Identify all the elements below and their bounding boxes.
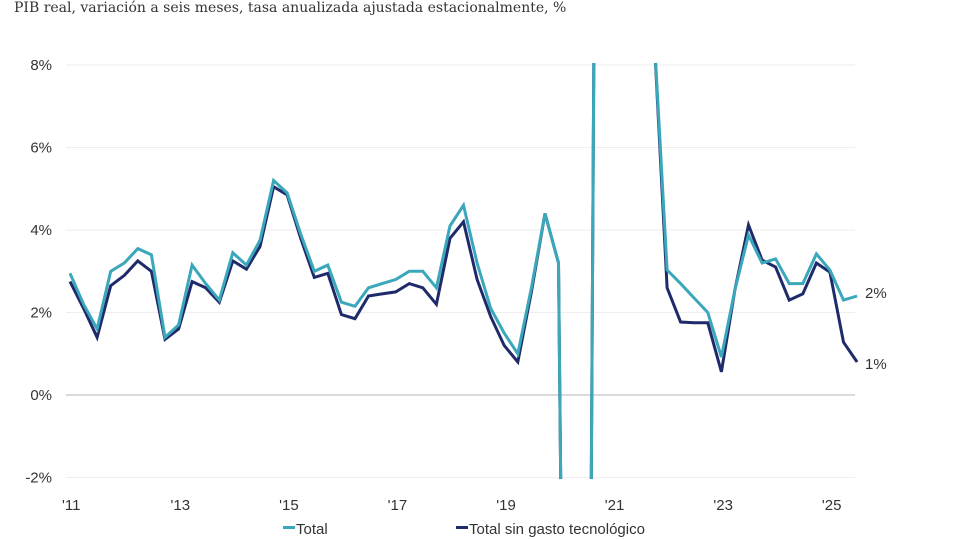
y-tick-label: 2% [30, 305, 52, 322]
x-tick-label: '25 [822, 497, 842, 514]
x-tick-label: '13 [171, 497, 191, 514]
y-tick-label: 8% [30, 57, 52, 74]
y-tick-label: -2% [25, 470, 52, 487]
x-tick-label: '21 [605, 497, 625, 514]
x-tick-label: '19 [496, 497, 516, 514]
end-label: 2% [865, 285, 887, 302]
y-tick-label: 6% [30, 140, 52, 157]
legend-swatch [456, 526, 468, 529]
legend-label: Total [296, 521, 328, 538]
chart-title: PIB real, variación a seis meses, tasa a… [14, 0, 567, 16]
x-tick-label: '15 [279, 497, 299, 514]
series-line-total [68, 62, 858, 480]
x-tick-label: '11 [62, 497, 80, 514]
end-label: 1% [865, 356, 887, 373]
legend-label: Total sin gasto tecnológico [469, 521, 645, 538]
x-tick-label: '17 [388, 497, 408, 514]
y-tick-label: 0% [30, 387, 52, 404]
x-tick-label: '23 [713, 497, 733, 514]
legend-swatch [283, 526, 295, 529]
y-tick-label: 4% [30, 222, 52, 239]
